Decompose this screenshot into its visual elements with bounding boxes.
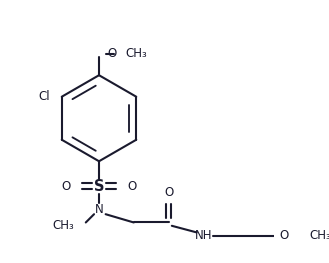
Text: O: O <box>164 186 173 199</box>
Text: O: O <box>107 47 116 60</box>
Text: O: O <box>280 229 289 242</box>
Text: NH: NH <box>194 229 212 242</box>
Text: Cl: Cl <box>38 90 50 103</box>
Text: S: S <box>94 179 104 194</box>
Text: N: N <box>95 203 103 216</box>
Text: CH₃: CH₃ <box>52 219 74 232</box>
Text: O: O <box>127 180 137 193</box>
Text: CH₃: CH₃ <box>309 229 329 242</box>
Text: CH₃: CH₃ <box>125 47 147 60</box>
Text: O: O <box>62 180 71 193</box>
